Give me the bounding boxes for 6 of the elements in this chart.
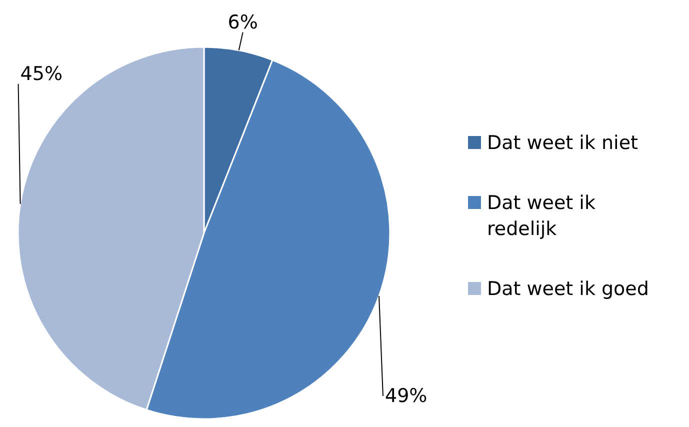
legend-label: Dat weet ik redelijk <box>487 192 596 240</box>
legend-label: Dat weet ik niet <box>487 132 638 154</box>
legend-label: Dat weet ik goed <box>487 278 649 300</box>
data-label: 45% <box>20 62 63 85</box>
data-label: 49% <box>385 385 428 408</box>
data-label: 6% <box>228 11 258 34</box>
